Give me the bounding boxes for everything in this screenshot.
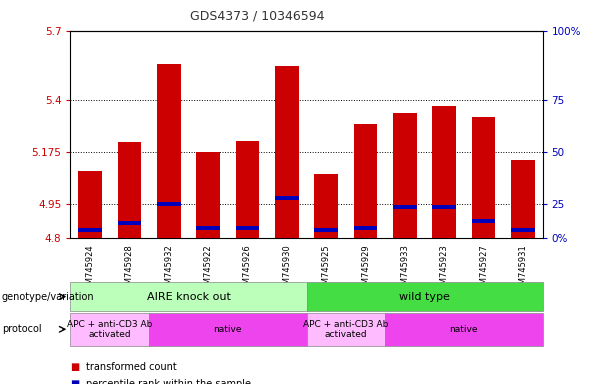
Text: APC + anti-CD3 Ab
activated: APC + anti-CD3 Ab activated: [303, 319, 389, 339]
Bar: [78, 228, 102, 232]
Text: protocol: protocol: [2, 324, 42, 334]
Bar: [196, 152, 220, 238]
Bar: [354, 226, 377, 230]
Text: AIRE knock out: AIRE knock out: [147, 291, 230, 302]
Bar: [275, 196, 299, 200]
Bar: [157, 202, 181, 206]
Bar: [235, 226, 259, 230]
Text: percentile rank within the sample: percentile rank within the sample: [86, 379, 251, 384]
Bar: [235, 141, 259, 238]
Text: native: native: [449, 325, 478, 334]
Bar: [275, 66, 299, 238]
Bar: [118, 142, 142, 238]
Text: GDS4373 / 10346594: GDS4373 / 10346594: [190, 10, 325, 23]
Bar: [393, 205, 417, 209]
Bar: [314, 228, 338, 232]
Text: transformed count: transformed count: [86, 362, 177, 372]
Bar: [78, 171, 102, 238]
Bar: [432, 205, 456, 209]
Bar: [393, 113, 417, 238]
Bar: [471, 117, 495, 238]
Text: wild type: wild type: [399, 291, 450, 302]
Bar: [511, 160, 535, 238]
Bar: [511, 228, 535, 232]
Bar: [118, 221, 142, 225]
Bar: [314, 174, 338, 238]
Text: genotype/variation: genotype/variation: [2, 291, 94, 302]
Text: APC + anti-CD3 Ab
activated: APC + anti-CD3 Ab activated: [67, 319, 153, 339]
Bar: [157, 64, 181, 238]
Text: native: native: [213, 325, 242, 334]
Bar: [196, 226, 220, 230]
Bar: [432, 106, 456, 238]
Text: ■: ■: [70, 379, 80, 384]
Text: ■: ■: [70, 362, 80, 372]
Bar: [471, 219, 495, 223]
Bar: [354, 124, 377, 238]
